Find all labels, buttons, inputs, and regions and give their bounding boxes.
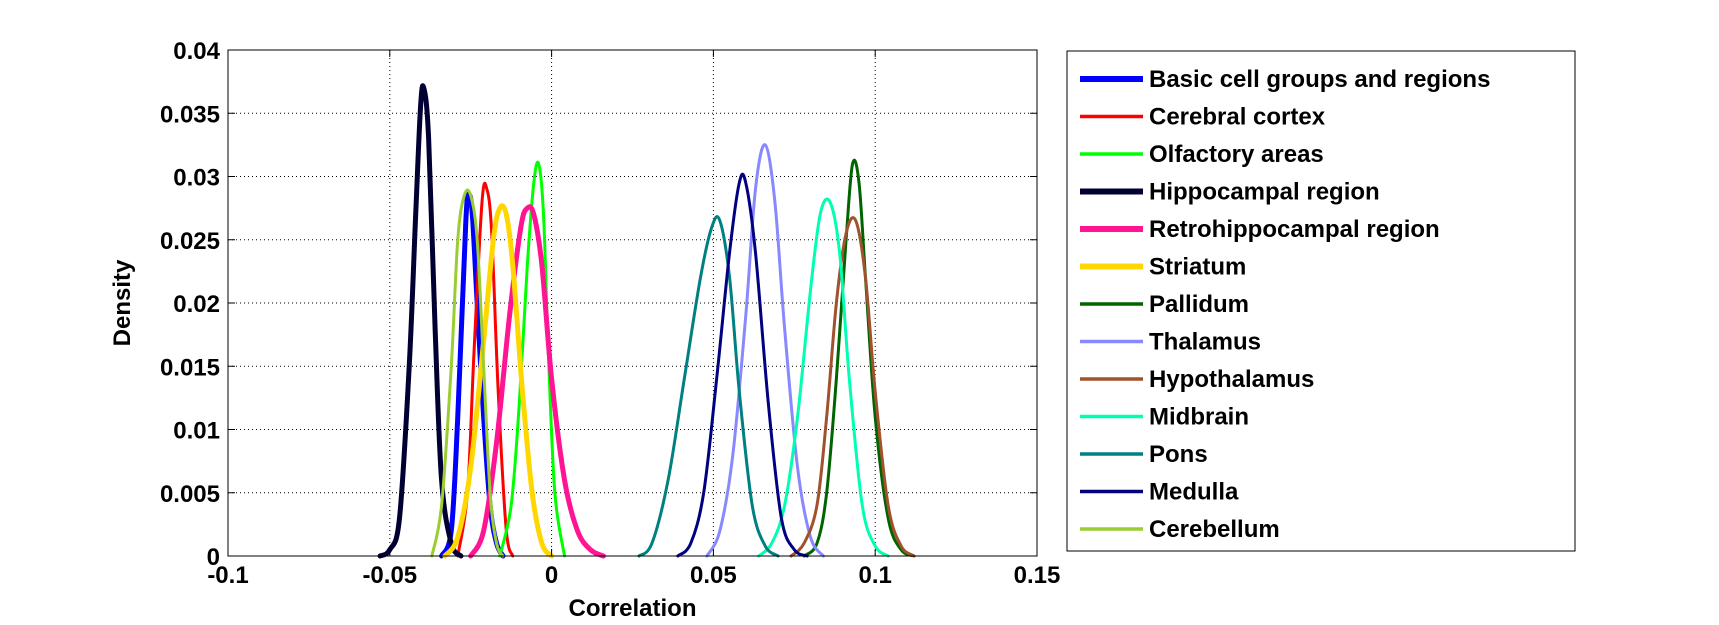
series-line-5: [442, 203, 555, 559]
legend-label: Medulla: [1149, 479, 1239, 506]
y-axis-ticks: 0 0.005 0.01 0.015 0.02 0.025 0.03 0.035 0.04: [160, 38, 1037, 571]
y-tick-label: 0.01: [173, 418, 220, 445]
legend-label: Olfactory areas: [1149, 141, 1324, 168]
series-line-4: [468, 204, 606, 559]
series-line-10: [637, 215, 780, 558]
y-tick-label: 0.005: [160, 481, 220, 508]
y-axis-label: Density: [109, 259, 136, 346]
series-line-1: [456, 181, 515, 558]
y-tick-label: 0.03: [173, 165, 220, 192]
x-tick-label: 0: [545, 562, 558, 589]
series-line-2: [498, 160, 567, 558]
y-tick-label: 0.035: [160, 101, 220, 128]
legend-label: Midbrain: [1149, 404, 1249, 431]
y-tick-label: 0.015: [160, 354, 220, 381]
x-tick-label: 0.05: [690, 562, 737, 589]
series-line-11: [676, 172, 809, 558]
series-line-3: [377, 83, 464, 559]
series-line-12: [430, 188, 505, 558]
legend-label: Cerebellum: [1149, 516, 1280, 543]
x-axis-label: Correlation: [568, 595, 696, 622]
legend-label: Striatum: [1149, 254, 1246, 281]
legend-box: [1066, 50, 1576, 552]
plot-series: [377, 83, 916, 559]
legend-label: Hypothalamus: [1149, 366, 1314, 393]
legend-label: Basic cell groups and regions: [1149, 66, 1490, 93]
x-tick-label: -0.1: [207, 562, 248, 589]
x-tick-label: 0.15: [1014, 562, 1061, 589]
series-line-6: [802, 158, 916, 558]
legend-label: Hippocampal region: [1149, 179, 1380, 206]
y-tick-label: 0.02: [173, 291, 220, 318]
series-line-9: [757, 197, 890, 558]
legend-label: Cerebral cortex: [1149, 104, 1326, 131]
series-line-8: [789, 216, 916, 558]
legend: Basic cell groups and regions Cerebral co…: [1066, 50, 1576, 552]
series-line-7: [705, 143, 825, 558]
x-axis-ticks: -0.1 -0.05 0 0.05 0.1 0.15: [207, 50, 1060, 589]
y-tick-label: 0: [207, 544, 220, 571]
legend-label: Pallidum: [1149, 291, 1249, 318]
legend-label: Thalamus: [1149, 329, 1261, 356]
x-tick-label: 0.1: [859, 562, 892, 589]
legend-label: Retrohippocampal region: [1149, 216, 1440, 243]
y-tick-label: 0.025: [160, 228, 220, 255]
legend-label: Pons: [1149, 441, 1208, 468]
x-tick-label: -0.05: [362, 562, 417, 589]
grid-lines: [228, 50, 1037, 556]
y-tick-label: 0.04: [173, 38, 220, 65]
